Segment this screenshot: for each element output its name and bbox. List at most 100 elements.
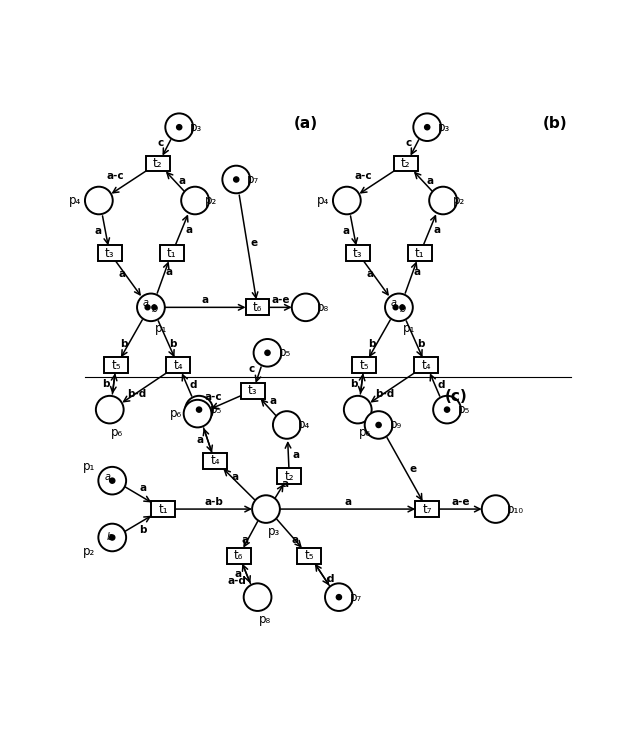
Text: p₃: p₃	[268, 525, 280, 538]
Text: p₄: p₄	[68, 194, 81, 207]
Text: a: a	[281, 479, 288, 489]
Text: a: a	[414, 267, 421, 277]
Text: t₂: t₂	[153, 157, 163, 170]
Ellipse shape	[96, 396, 124, 424]
Text: p₆: p₆	[111, 426, 123, 439]
Text: t₅: t₅	[305, 549, 314, 562]
Text: t₆: t₆	[253, 301, 262, 314]
Ellipse shape	[336, 595, 342, 600]
Ellipse shape	[444, 407, 450, 413]
Text: a: a	[179, 176, 186, 186]
Text: p₂: p₂	[453, 194, 465, 207]
Text: a-b: a-b	[204, 497, 223, 507]
Text: p₆: p₆	[359, 426, 371, 439]
Text: d: d	[326, 574, 334, 584]
Text: t₃: t₃	[353, 246, 362, 260]
Bar	[98, 246, 122, 261]
Ellipse shape	[385, 294, 413, 321]
Text: t₄: t₄	[422, 359, 431, 372]
Text: a: a	[118, 269, 125, 278]
Ellipse shape	[376, 422, 381, 427]
Ellipse shape	[234, 177, 239, 182]
Text: e: e	[409, 464, 417, 475]
Bar	[241, 383, 264, 399]
Text: p₅: p₅	[458, 403, 470, 416]
Text: p₅: p₅	[278, 346, 291, 359]
Bar	[346, 246, 370, 261]
Text: t₇: t₇	[422, 503, 432, 516]
Text: a: a	[342, 226, 349, 235]
Ellipse shape	[482, 495, 509, 523]
Text: c: c	[406, 137, 412, 148]
Text: a: a	[235, 568, 242, 579]
Bar	[160, 246, 184, 261]
Text: a: a	[196, 435, 204, 446]
Text: a: a	[104, 472, 110, 482]
Text: a: a	[367, 269, 374, 278]
Bar	[104, 357, 128, 373]
Text: p₄: p₄	[317, 194, 329, 207]
Bar	[246, 300, 269, 315]
Text: t₃: t₃	[105, 246, 115, 260]
Text: a-e: a-e	[451, 497, 470, 507]
Text: a: a	[292, 449, 300, 460]
Text: c: c	[249, 365, 255, 374]
Text: b-d: b-d	[375, 389, 394, 399]
Text: p₃: p₃	[438, 121, 451, 134]
Text: p₉: p₉	[390, 418, 402, 432]
Text: t₄: t₄	[173, 359, 183, 372]
Text: a-d: a-d	[228, 576, 247, 586]
Text: a: a	[166, 267, 173, 277]
Text: a: a	[390, 298, 396, 308]
Text: a: a	[426, 176, 433, 186]
Ellipse shape	[413, 114, 441, 141]
Ellipse shape	[165, 114, 193, 141]
Text: a-e: a-e	[271, 295, 290, 305]
Text: p₄: p₄	[298, 418, 310, 432]
Ellipse shape	[325, 583, 353, 611]
Ellipse shape	[424, 125, 430, 130]
Text: b: b	[350, 379, 358, 389]
Ellipse shape	[252, 495, 280, 523]
Ellipse shape	[181, 187, 209, 214]
Ellipse shape	[365, 411, 392, 439]
Bar	[352, 357, 376, 373]
Bar	[166, 357, 190, 373]
Text: b-d: b-d	[127, 389, 147, 399]
Text: b: b	[152, 304, 158, 314]
Ellipse shape	[344, 396, 372, 424]
Text: b: b	[120, 339, 127, 349]
Text: c: c	[157, 137, 164, 148]
Text: a: a	[142, 298, 148, 308]
Ellipse shape	[145, 305, 150, 310]
Bar	[203, 453, 227, 469]
Text: t₅: t₅	[111, 359, 121, 372]
Text: b: b	[368, 339, 376, 349]
Text: (c): (c)	[445, 389, 467, 404]
Text: p₆: p₆	[170, 407, 182, 420]
Text: t₄: t₄	[210, 455, 220, 467]
Text: p₂: p₂	[205, 194, 217, 207]
Text: b: b	[169, 339, 177, 349]
Bar	[227, 548, 251, 564]
Bar	[394, 156, 418, 171]
Text: p₇: p₇	[247, 173, 259, 186]
Text: d: d	[189, 379, 197, 390]
Text: t₂: t₂	[285, 469, 294, 483]
Bar	[415, 501, 439, 517]
Ellipse shape	[177, 125, 182, 130]
Text: a-c: a-c	[355, 171, 372, 181]
Ellipse shape	[222, 166, 250, 193]
Ellipse shape	[333, 187, 361, 214]
Text: d: d	[438, 379, 445, 390]
Text: t₅: t₅	[360, 359, 369, 372]
Text: p₁: p₁	[155, 323, 167, 336]
Text: p₃: p₃	[190, 121, 202, 134]
Text: b: b	[140, 525, 147, 535]
Ellipse shape	[393, 305, 398, 310]
Bar	[408, 246, 431, 261]
Ellipse shape	[429, 187, 457, 214]
Bar	[146, 156, 170, 171]
Text: b: b	[400, 304, 406, 314]
Text: p₈: p₈	[259, 613, 271, 627]
